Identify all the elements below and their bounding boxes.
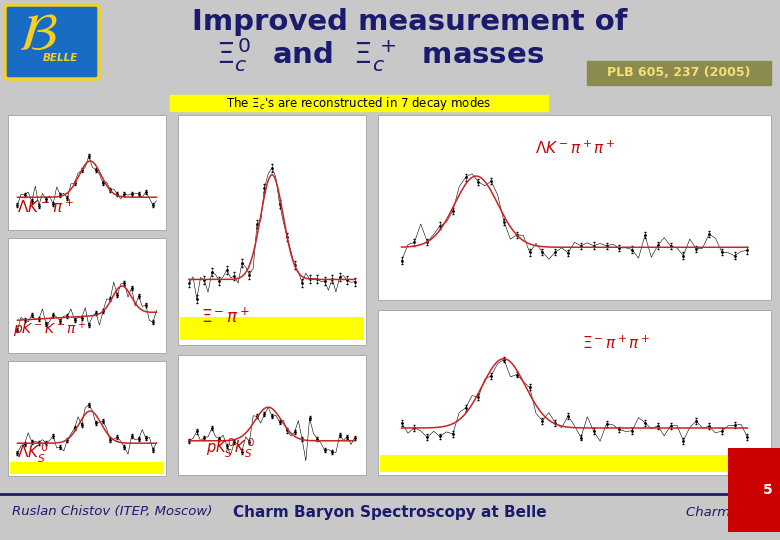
- Bar: [8, 238, 166, 353]
- Text: $pK_S^{\,0}K_S^{\,0}$: $pK_S^{\,0}K_S^{\,0}$: [206, 437, 255, 460]
- Bar: [378, 115, 771, 300]
- Bar: [178, 355, 366, 475]
- Text: $\Xi_c^{\,0}$  and  $\Xi_c^{\,+}$  masses: $\Xi_c^{\,0}$ and $\Xi_c^{\,+}$ masses: [216, 36, 544, 74]
- Text: 5: 5: [763, 483, 773, 497]
- Text: Charm 2006: Charm 2006: [686, 505, 768, 518]
- Text: $\Lambda K_S^{\,0}$: $\Lambda K_S^{\,0}$: [17, 441, 49, 464]
- Bar: [380, 455, 769, 472]
- Text: The $\Xi_c$'s are reconstructed in 7 decay modes: The $\Xi_c$'s are reconstructed in 7 dec…: [226, 94, 491, 111]
- Text: $\Lambda K^-\pi^+\pi^+$: $\Lambda K^-\pi^+\pi^+$: [535, 140, 615, 157]
- Text: $\Xi^-\pi^+$: $\Xi^-\pi^+$: [200, 308, 250, 327]
- Text: BELLE: BELLE: [42, 53, 78, 63]
- Text: $\Lambda K^-\pi^+$: $\Lambda K^-\pi^+$: [17, 198, 74, 215]
- Bar: [8, 361, 166, 476]
- FancyBboxPatch shape: [5, 5, 99, 79]
- Text: Ruslan Chistov (ITEP, Moscow): Ruslan Chistov (ITEP, Moscow): [12, 505, 212, 518]
- Text: Charm Baryon Spectroscopy at Belle: Charm Baryon Spectroscopy at Belle: [233, 504, 547, 519]
- Text: Improved measurement of: Improved measurement of: [193, 8, 628, 36]
- Text: $pK^-K^-\pi^+$: $pK^-K^-\pi^+$: [12, 320, 87, 340]
- Bar: [10, 462, 164, 474]
- Bar: [378, 310, 771, 475]
- Bar: [170, 95, 548, 111]
- Bar: [8, 115, 166, 230]
- Text: $\mathcal{B}$: $\mathcal{B}$: [18, 9, 58, 61]
- FancyBboxPatch shape: [587, 61, 771, 85]
- Text: PLB 605, 237 (2005): PLB 605, 237 (2005): [608, 66, 750, 79]
- Bar: [180, 318, 364, 340]
- Text: $\Xi^-\pi^+\pi^+$: $\Xi^-\pi^+\pi^+$: [583, 334, 651, 352]
- Bar: [178, 115, 366, 345]
